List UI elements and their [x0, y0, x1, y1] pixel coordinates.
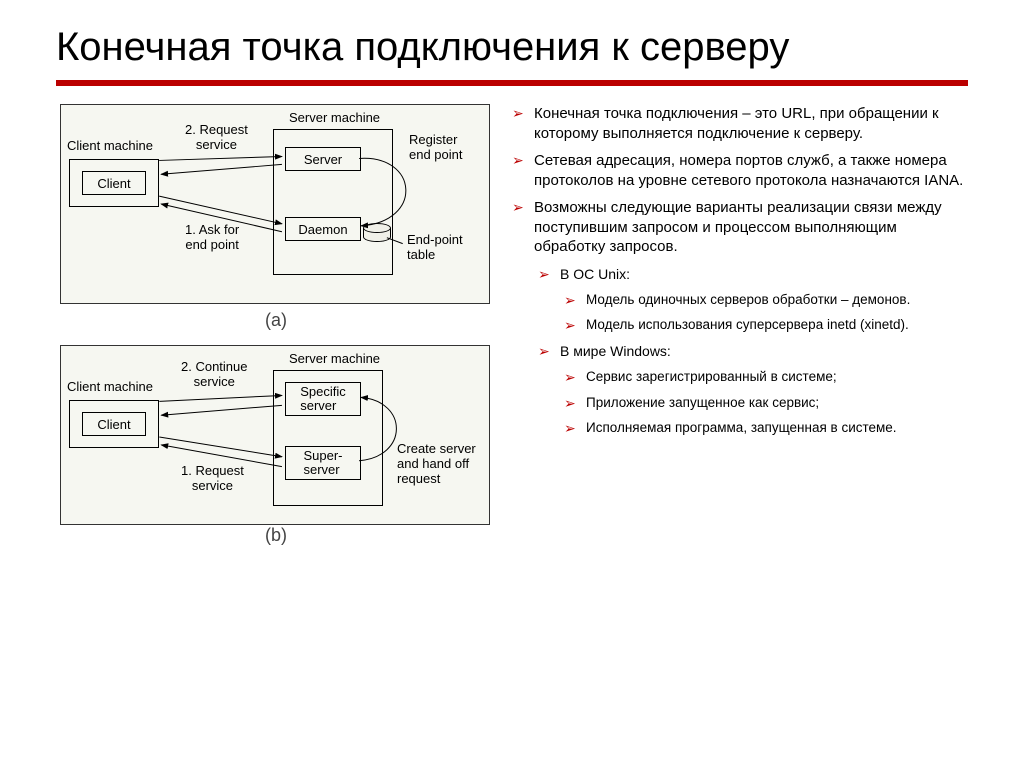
diagram-a: Client machine Server machine Client Ser…	[60, 104, 490, 304]
client-outer-a: Client	[69, 159, 159, 207]
label-register: Register end point	[409, 133, 463, 163]
label-req-service-b: 1. Request service	[181, 464, 244, 494]
label-server-machine-b: Server machine	[289, 352, 380, 367]
label-ep-table: End-point table	[407, 233, 463, 263]
super-box: Super- server	[285, 446, 361, 480]
bullet-item: Приложение запущенное как сервис;	[564, 394, 968, 412]
caption-b: (b)	[56, 525, 496, 546]
label-client-machine-b: Client machine	[67, 380, 153, 395]
bullet-item: Модель одиночных серверов обработки – де…	[564, 291, 968, 309]
bullet-item: Модель использования суперсервера inetd …	[564, 316, 968, 334]
bullet-item: В ОС Unix:	[538, 265, 968, 283]
specific-box: Specific server	[285, 382, 361, 416]
caption-a: (a)	[56, 310, 496, 331]
diagram-b: Client machine Server machine Client Spe…	[60, 345, 490, 525]
page-title: Конечная точка подключения к серверу	[56, 24, 968, 70]
bullet-item: Возможны следующие варианты реализации с…	[512, 198, 968, 257]
client-box-b: Client	[82, 412, 146, 436]
bullet-item: Сервис зарегистрированный в системе;	[564, 368, 968, 386]
endpoint-table-icon	[363, 223, 391, 245]
accent-bar	[56, 80, 968, 86]
bullet-item: В мире Windows:	[538, 342, 968, 360]
server-box-a: Server	[285, 147, 361, 171]
bullet-item: Исполняемая программа, запущенная в сист…	[564, 419, 968, 437]
label-create: Create server and hand off request	[397, 442, 476, 487]
label-client-machine-a: Client machine	[67, 139, 153, 154]
bullet-list: Конечная точка подключения – это URL, пр…	[512, 104, 968, 437]
label-ask-endpoint: 1. Ask for end point	[185, 223, 239, 253]
client-box-a: Client	[82, 171, 146, 195]
label-cont-service: 2. Continue service	[181, 360, 248, 390]
label-req-service-a: 2. Request service	[185, 123, 248, 153]
client-outer-b: Client	[69, 400, 159, 448]
daemon-box-a: Daemon	[285, 217, 361, 241]
bullet-item: Конечная точка подключения – это URL, пр…	[512, 104, 968, 143]
bullet-item: Сетевая адресация, номера портов служб, …	[512, 151, 968, 190]
label-server-machine-a: Server machine	[289, 111, 380, 126]
